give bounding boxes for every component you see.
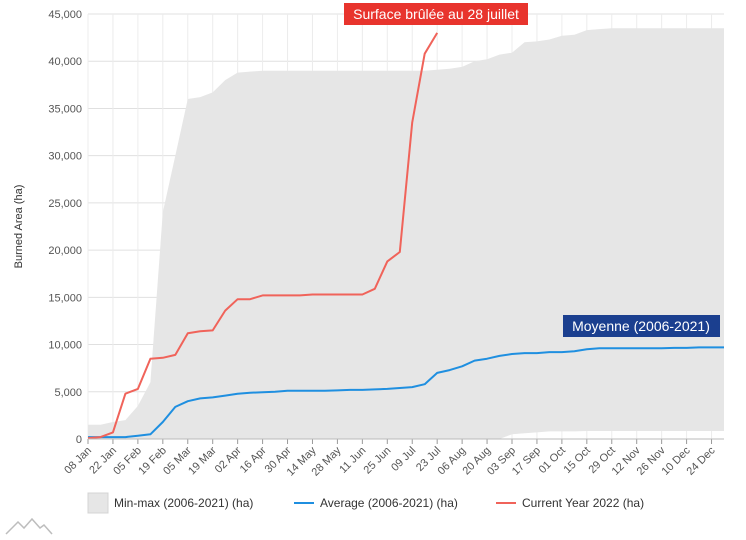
y-tick-label: 10,000: [48, 340, 82, 352]
y-tick-label: 20,000: [48, 245, 82, 257]
annotation-current-year-box: [344, 3, 528, 25]
y-tick-label: 30,000: [48, 151, 82, 163]
annotation-average-box: [563, 315, 720, 337]
area-layer: [88, 28, 724, 439]
x-tick-label: 08 Jan: [62, 445, 94, 477]
legend-layer[interactable]: Min-max (2006-2021) (ha) Average (2006-20…: [87, 492, 644, 514]
average-line: [88, 346, 724, 439]
line-layer: [87, 32, 724, 440]
y-tick-label: 45,000: [48, 9, 82, 21]
legend-label-minmax[interactable]: Min-max (2006-2021) (ha): [114, 496, 253, 510]
x-tick-label: 02 Apr: [213, 444, 244, 475]
x-tick-label: 25 Jun: [362, 445, 394, 477]
y-tick-label: 25,000: [48, 198, 82, 210]
legend-swatch-minmax[interactable]: [87, 492, 109, 514]
minmax-range-area: [88, 28, 724, 439]
logo-mark: [5, 517, 53, 535]
mountain-logo-icon: [5, 517, 53, 535]
annotation-layer: Surface brûlée au 28 juillet Moyenne (200…: [344, 3, 720, 337]
y-tick-label: 0: [76, 434, 82, 446]
annotation-average-text: Moyenne (2006-2021): [572, 318, 710, 334]
legend-label-current-year[interactable]: Current Year 2022 (ha): [522, 496, 644, 510]
x-tick-label: 16 Apr: [238, 444, 269, 475]
current-year-line: [87, 32, 439, 440]
y-tick-label: 5,000: [54, 387, 82, 399]
x-tick-label: 17 Sep: [510, 445, 543, 478]
y-tick-label: 35,000: [48, 103, 82, 115]
x-tick-label: 01 Oct: [537, 445, 568, 476]
y-tick-label: 40,000: [48, 56, 82, 68]
y-tick-label: 15,000: [48, 292, 82, 304]
legend-label-average[interactable]: Average (2006-2021) (ha): [320, 496, 458, 510]
y-axis-title: Burned Area (ha): [13, 185, 25, 269]
x-tick-label: 19 Mar: [186, 444, 219, 477]
x-tick-label: 15 Oct: [562, 445, 593, 476]
x-tick-label: 09 Jul: [389, 445, 418, 474]
annotation-current-year-text: Surface brûlée au 28 juillet: [353, 6, 519, 22]
x-tick-label: 24 Dec: [685, 444, 718, 477]
